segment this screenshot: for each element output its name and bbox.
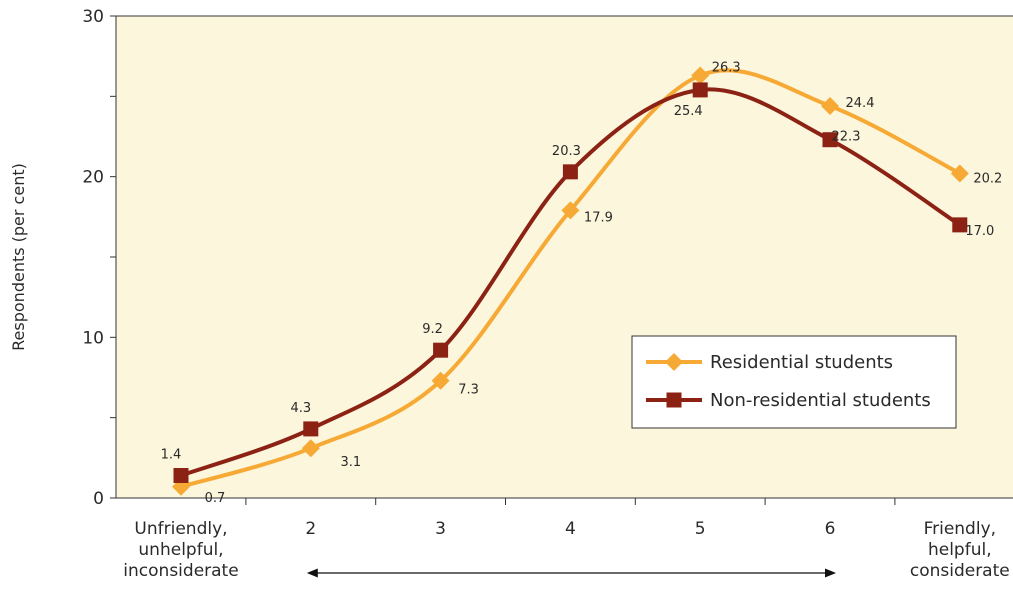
x-tick-label: Unfriendly, unhelpful, inconsiderate <box>123 519 238 581</box>
legend: Residential students Non-residential stud… <box>631 335 957 429</box>
y-axis-title: Respondents (per cent) <box>9 163 28 351</box>
legend-label: Residential students <box>710 352 893 373</box>
data-point <box>301 439 320 458</box>
y-tick-label: 0 <box>93 489 104 509</box>
data-point <box>173 468 189 484</box>
data-point <box>562 164 578 180</box>
data-label: 3.1 <box>340 455 361 470</box>
data-label: 17.0 <box>965 224 994 239</box>
legend-entry: Non-residential students <box>646 390 931 411</box>
data-point <box>431 371 450 390</box>
data-point <box>950 164 969 183</box>
x-tick-label: 2 <box>305 519 316 539</box>
legend-entry: Residential students <box>646 352 893 373</box>
data-label: 25.4 <box>674 104 703 119</box>
y-tick-label: 10 <box>82 328 104 348</box>
data-point <box>433 342 449 358</box>
data-label: 17.9 <box>584 210 613 225</box>
scale-arrow-right-head <box>825 568 836 578</box>
x-tick-label: 5 <box>695 519 706 539</box>
data-label: 0.7 <box>205 491 226 506</box>
data-label: 26.3 <box>712 60 741 75</box>
x-tick-label: 3 <box>435 519 446 539</box>
y-tick-label: 20 <box>82 168 104 188</box>
x-tick-label: Friendly, helpful, considerate <box>910 519 1010 581</box>
data-point <box>952 217 968 233</box>
y-tick-label: 30 <box>82 7 104 27</box>
data-label: 7.3 <box>458 383 479 398</box>
series-layer: 0.7 3.1 7.3 17.9 26.3 24.4 20.2 1.4 4.3 9.2 20.3 25… <box>161 60 1003 505</box>
axes: 0 10 20 30 Unfriendly, unhelpful, inconsiderat… <box>82 7 1013 581</box>
series-non-residential: 1.4 4.3 9.2 20.3 25.4 22.3 17.0 <box>161 82 994 484</box>
data-point <box>692 82 708 98</box>
data-point <box>691 66 710 85</box>
data-label: 24.4 <box>846 96 875 111</box>
data-label: 1.4 <box>161 448 182 463</box>
legend-marker <box>665 353 683 371</box>
scale-arrow-left-head <box>306 568 318 578</box>
data-label: 20.3 <box>552 144 581 159</box>
data-point <box>822 132 838 148</box>
x-tick-label: 4 <box>565 519 576 539</box>
legend-label: Non-residential students <box>710 390 931 411</box>
data-point <box>303 421 319 437</box>
data-label: 20.2 <box>973 171 1002 186</box>
data-label: 9.2 <box>422 322 443 337</box>
data-point <box>561 201 580 220</box>
data-label: 22.3 <box>832 130 861 145</box>
data-point <box>821 96 839 115</box>
legend-marker <box>666 392 682 408</box>
data-label: 4.3 <box>290 401 311 416</box>
x-tick-label: 6 <box>825 519 836 539</box>
legend-box <box>631 335 957 429</box>
